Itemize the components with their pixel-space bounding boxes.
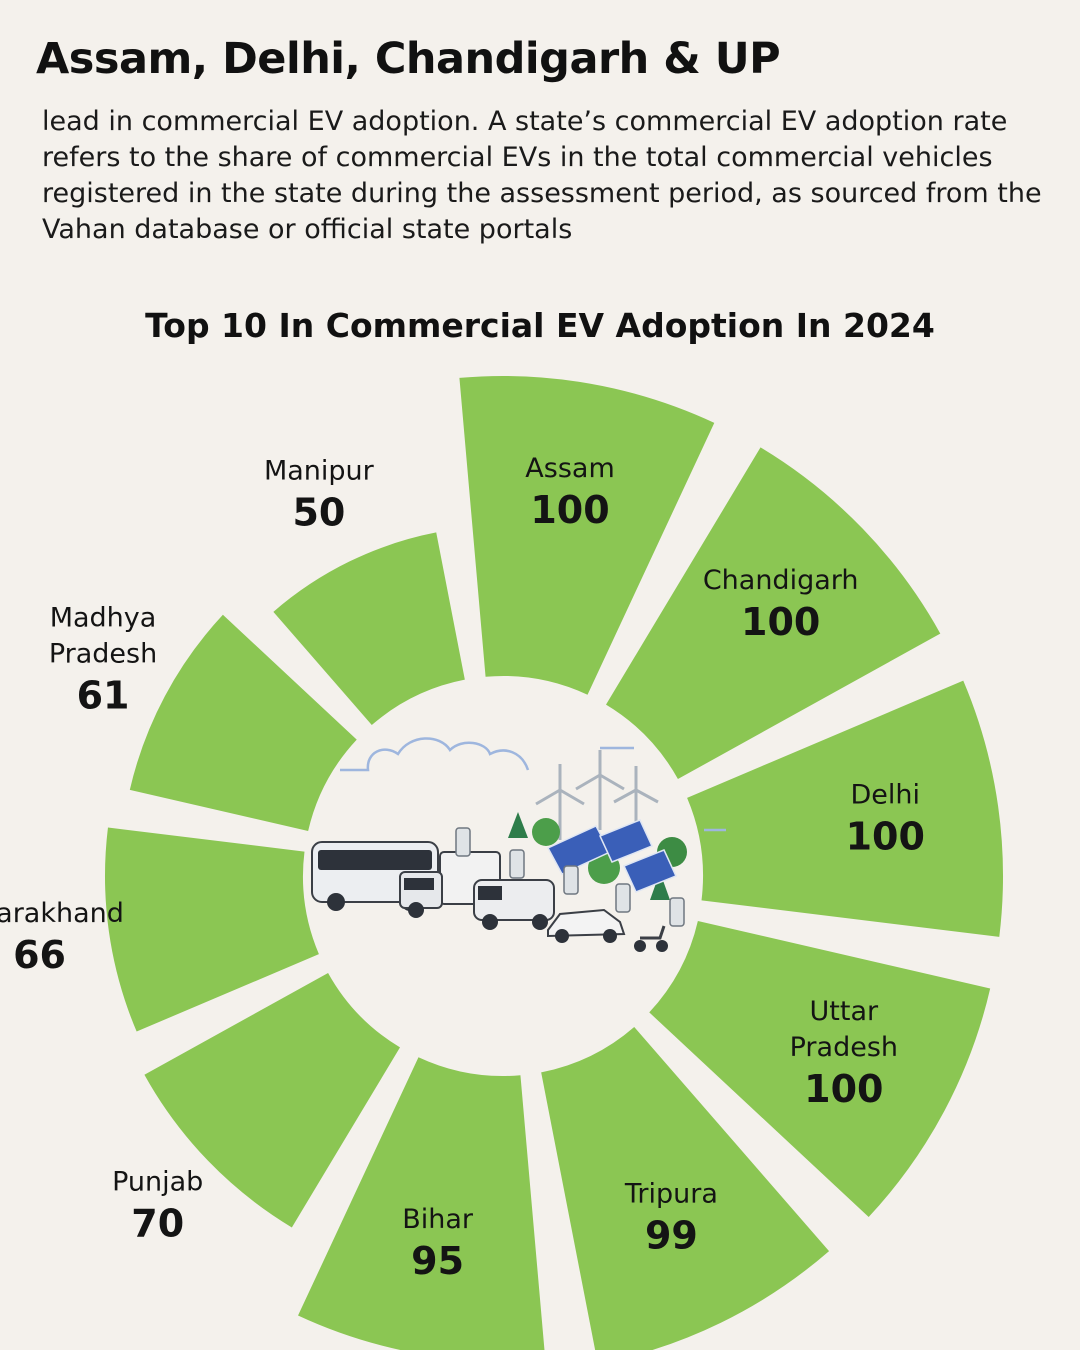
scooter-icon — [634, 925, 668, 952]
label-assam: Assam — [525, 453, 614, 484]
label-tripura: Tripura — [624, 1178, 718, 1209]
bar-tripura — [541, 1026, 830, 1350]
value-manipur: 50 — [292, 491, 345, 535]
label-chandigarh: Chandigarh — [703, 565, 859, 596]
bar-punjab — [144, 972, 400, 1228]
value-punjab: 70 — [131, 1201, 184, 1245]
charging-station-icon — [455, 827, 685, 927]
bar-uttar-pradesh — [649, 920, 991, 1217]
value-chandigarh: 100 — [741, 600, 820, 644]
bar-chandigarh — [606, 447, 941, 780]
value-uttarakhand: 66 — [13, 933, 66, 977]
car-icon — [547, 908, 626, 943]
ev-illustration — [311, 737, 726, 952]
intro-text: lead in commercial EV adoption. A state’… — [42, 106, 1042, 245]
van-icon — [473, 879, 555, 930]
bar-assam — [459, 376, 715, 695]
label-uttarakhand: Uttarakhand — [0, 898, 124, 929]
value-uttar-pradesh: 100 — [804, 1067, 883, 1111]
cloud-icon — [340, 737, 530, 772]
label-madhya-pradesh-line2: Pradesh — [49, 638, 157, 669]
label-uttar-pradesh-line2: Pradesh — [790, 1032, 898, 1063]
bar-uttarakhand — [105, 827, 319, 1032]
value-bihar: 95 — [411, 1239, 464, 1283]
bar-bihar — [298, 1057, 545, 1350]
bar-manipur — [273, 532, 465, 726]
label-bihar: Bihar — [402, 1204, 474, 1235]
value-assam: 100 — [530, 488, 609, 532]
label-punjab: Punjab — [112, 1166, 203, 1197]
label-madhya-pradesh-line1: Madhya — [50, 602, 157, 633]
label-uttar-pradesh-line1: Uttar — [810, 996, 879, 1027]
labels-layer: Assam 100 Chandigarh 100 Delhi 100 Uttar Prades… — [0, 453, 925, 1283]
label-delhi: Delhi — [850, 779, 920, 810]
bar-delhi — [687, 680, 1003, 937]
solar-panel-icon — [546, 819, 678, 893]
bar-madhya-pradesh — [129, 614, 357, 832]
headline: Assam, Delhi, Chandigarh & UP — [36, 34, 781, 84]
value-tripura: 99 — [645, 1213, 698, 1257]
chart-title: Top 10 In Commercial EV Adoption In 2024 — [145, 306, 935, 345]
label-manipur: Manipur — [264, 456, 375, 487]
value-delhi: 100 — [846, 814, 925, 858]
bars-layer — [105, 376, 1003, 1350]
value-madhya-pradesh: 61 — [77, 673, 130, 717]
